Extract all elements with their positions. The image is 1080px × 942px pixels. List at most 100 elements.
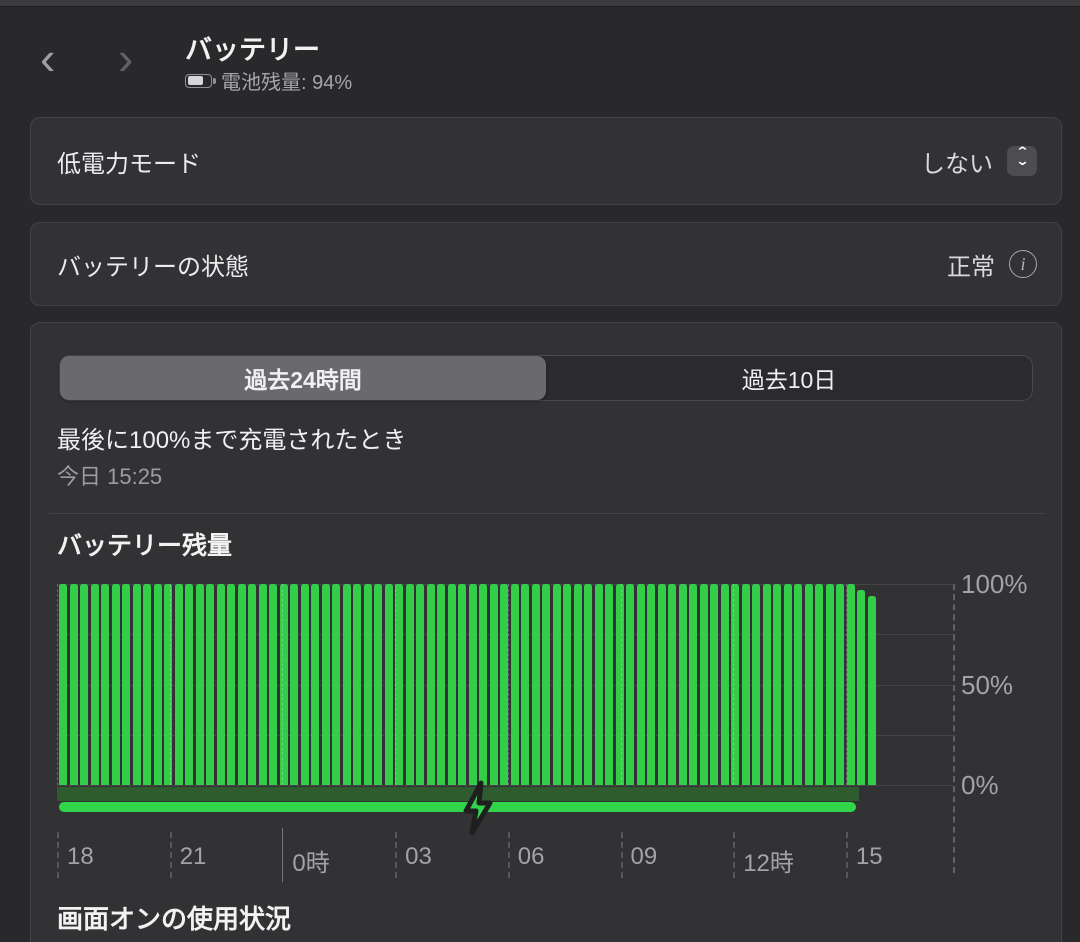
battery-level-bar	[563, 584, 571, 785]
battery-level-bar	[279, 584, 288, 785]
y-axis-tick-label: 0%	[961, 770, 999, 800]
last-charge-label: 最後に100%まで充電されたとき	[57, 427, 407, 454]
battery-level-bar	[311, 584, 319, 785]
tick-line	[169, 832, 172, 878]
battery-level-bar	[594, 584, 603, 785]
gridline	[57, 785, 953, 786]
tick-line	[620, 832, 623, 878]
battery-level-bar	[353, 584, 361, 785]
battery-level-bar	[122, 584, 130, 785]
tick-line	[57, 832, 59, 878]
tick-line-over-chart	[733, 584, 735, 785]
battery-level-bar	[216, 584, 225, 785]
battery-level-bar	[510, 584, 519, 785]
battery-level-bar	[374, 584, 382, 785]
battery-level-bar	[689, 584, 697, 785]
battery-health-row: バッテリーの状態 正常 i	[30, 222, 1062, 306]
tick-line-over-chart	[845, 584, 847, 785]
battery-health-value: 正常	[947, 253, 995, 281]
tick-line-over-chart	[169, 584, 171, 785]
divider	[49, 513, 1045, 514]
x-axis-tick-label: 12時	[743, 850, 794, 877]
charging-band	[57, 787, 859, 801]
tab-last-10-days[interactable]: 過去10日	[741, 367, 837, 393]
battery-level-bar	[657, 584, 666, 785]
battery-level-bar	[447, 584, 456, 785]
battery-level-bar	[290, 584, 298, 785]
battery-level-bar	[857, 590, 865, 785]
info-icon[interactable]: i	[1009, 250, 1037, 278]
battery-level-bar	[237, 584, 246, 785]
battery-level-bar	[647, 584, 655, 785]
battery-level-bar	[573, 584, 582, 785]
battery-level-bar	[479, 584, 487, 785]
battery-level-bar	[741, 584, 750, 785]
battery-level-bar	[248, 584, 256, 785]
low-power-mode-value: しない	[921, 150, 993, 178]
battery-level-bar	[584, 584, 592, 785]
battery-level-bar	[825, 584, 834, 785]
battery-level-bar	[773, 584, 781, 785]
battery-level-bar	[321, 584, 330, 785]
low-power-mode-select[interactable]: ⌃ ⌄	[1007, 144, 1037, 176]
battery-level-bar	[626, 584, 634, 785]
battery-level-bar	[783, 584, 792, 785]
battery-status-text: 電池残量: 94%	[221, 72, 353, 94]
battery-level-bar	[174, 584, 183, 785]
battery-icon	[185, 73, 216, 88]
page-title: バッテリー	[185, 35, 320, 65]
tab-last-24-hours[interactable]: 過去24時間	[60, 356, 546, 400]
page-header: ‹ › バッテリー 電池残量: 94%	[0, 20, 1080, 110]
tick-line-over-chart	[282, 584, 284, 785]
battery-level-bar	[69, 584, 78, 785]
battery-level-bar	[846, 584, 855, 785]
battery-health-label: バッテリーの状態	[57, 253, 249, 281]
battery-level-bar	[542, 584, 550, 785]
x-axis-tick-label: 09	[630, 843, 658, 870]
low-power-mode-row: 低電力モード しない ⌃ ⌄	[30, 117, 1062, 205]
battery-level-bar	[615, 584, 624, 785]
midnight-tick-line	[282, 828, 284, 882]
chevron-up-icon: ⌃	[1014, 144, 1030, 159]
chevron-right-icon: ›	[118, 32, 134, 84]
x-axis-tick-label: 06	[517, 843, 545, 870]
battery-level-bar	[731, 584, 739, 785]
battery-level-bar	[269, 584, 277, 785]
battery-level-bar	[468, 584, 477, 785]
battery-level-bar	[815, 584, 823, 785]
battery-usage-card: 過去24時間 過去10日 最後に100%まで充電されたとき 今日 15:25 バ…	[30, 322, 1062, 942]
battery-level-bar	[416, 584, 424, 785]
battery-level-bar	[143, 584, 151, 785]
battery-level-bar	[332, 584, 340, 785]
battery-bars	[59, 584, 907, 785]
battery-level-bar	[437, 584, 445, 785]
battery-level-bar	[720, 584, 729, 785]
battery-level-bar	[153, 584, 162, 785]
charging-line	[59, 802, 856, 812]
battery-level-bar	[405, 584, 414, 785]
tick-line-over-chart	[507, 584, 509, 785]
battery-level-bar	[132, 584, 141, 785]
tick-line	[395, 832, 398, 878]
battery-level-bar	[552, 584, 561, 785]
battery-level-bar	[258, 584, 267, 785]
battery-level-bar	[804, 584, 813, 785]
battery-level-bar	[426, 584, 435, 785]
tick-line	[733, 832, 736, 878]
battery-level-bar	[500, 584, 508, 785]
plot-right-boundary	[953, 584, 955, 873]
battery-status-line: 電池残量: 94%	[185, 66, 352, 95]
chart-title: バッテリー残量	[57, 532, 233, 560]
battery-level-bar	[836, 584, 844, 785]
battery-level-bar	[489, 584, 498, 785]
charging-bolt-icon	[463, 780, 493, 836]
battery-level-bar	[605, 584, 613, 785]
battery-level-bar	[363, 584, 372, 785]
battery-level-bar	[762, 584, 771, 785]
screen-on-usage-heading: 画面オンの使用状況	[57, 904, 292, 934]
chevron-left-icon: ‹	[40, 32, 56, 84]
battery-level-bar	[185, 584, 193, 785]
battery-level-bar	[668, 584, 676, 785]
last-charge-value: 今日 15:25	[57, 464, 163, 489]
battery-level-bar	[531, 584, 540, 785]
